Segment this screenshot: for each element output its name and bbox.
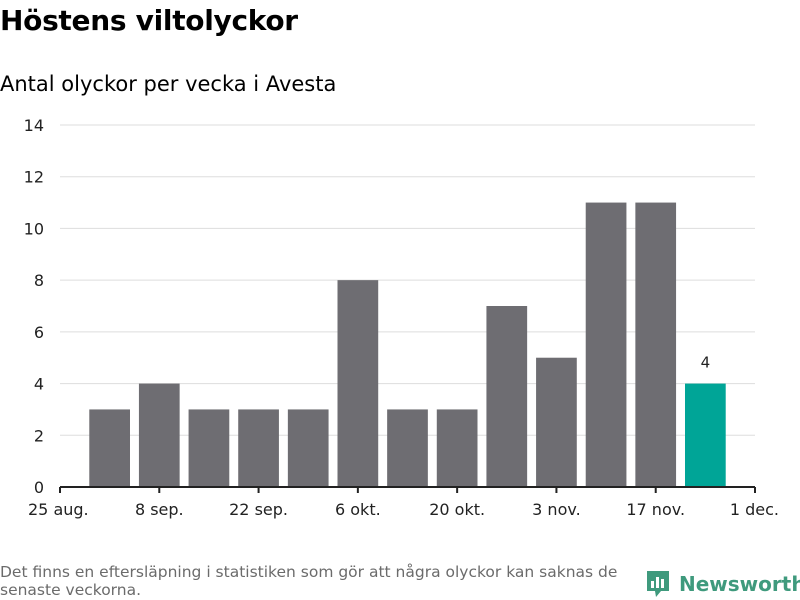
y-tick-label: 2	[34, 426, 44, 445]
bar	[337, 280, 379, 487]
x-tick-label: 20 okt.	[429, 500, 485, 519]
chart-title: Höstens viltolyckor	[0, 4, 298, 37]
x-tick-label: 25 aug.	[28, 500, 89, 519]
x-tick-label: 22 sep.	[229, 500, 288, 519]
x-tick-label: 1 dec.	[730, 500, 779, 519]
x-tick-label: 3 nov.	[532, 500, 581, 519]
bar-chart: 0 2 4 6 8 10 12 14 4 25 aug. 8 sep. 22 sep. 6 okt.…	[24, 116, 779, 519]
bar	[585, 202, 627, 488]
footnote: Det finns en eftersläpning i statistiken…	[0, 563, 618, 599]
bars	[89, 202, 726, 488]
newsworthy-logo-icon	[647, 571, 669, 597]
y-tick-label: 0	[34, 478, 44, 497]
y-axis-ticks: 0 2 4 6 8 10 12 14	[24, 116, 44, 497]
y-tick-label: 4	[34, 375, 44, 394]
bar	[536, 357, 577, 487]
y-tick-label: 8	[34, 271, 44, 290]
x-tick-label: 17 nov.	[626, 500, 685, 519]
bar	[486, 306, 528, 487]
data-label: 4	[701, 354, 711, 372]
x-tick-label: 6 okt.	[335, 500, 381, 519]
y-tick-label: 12	[24, 168, 44, 187]
y-tick-label: 6	[34, 323, 44, 342]
x-axis: 25 aug. 8 sep. 22 sep. 6 okt. 20 okt. 3 nov. 1…	[28, 486, 779, 519]
chart-subtitle: Antal olyckor per vecka i Avesta	[0, 72, 337, 96]
bar	[287, 409, 329, 487]
bar	[89, 409, 130, 487]
bar	[238, 409, 279, 487]
x-tick-label: 8 sep.	[135, 500, 184, 519]
y-tick-label: 14	[24, 116, 44, 135]
bar	[436, 409, 478, 487]
bar	[188, 409, 230, 487]
brand-name: Newsworthy	[679, 572, 800, 596]
bar	[387, 409, 428, 487]
y-tick-label: 10	[24, 219, 44, 238]
bar	[138, 383, 180, 487]
data-labels: 4	[701, 354, 711, 372]
bar-highlight	[685, 383, 726, 487]
bar	[635, 202, 677, 488]
brand-logo: Newsworthy	[645, 569, 800, 599]
